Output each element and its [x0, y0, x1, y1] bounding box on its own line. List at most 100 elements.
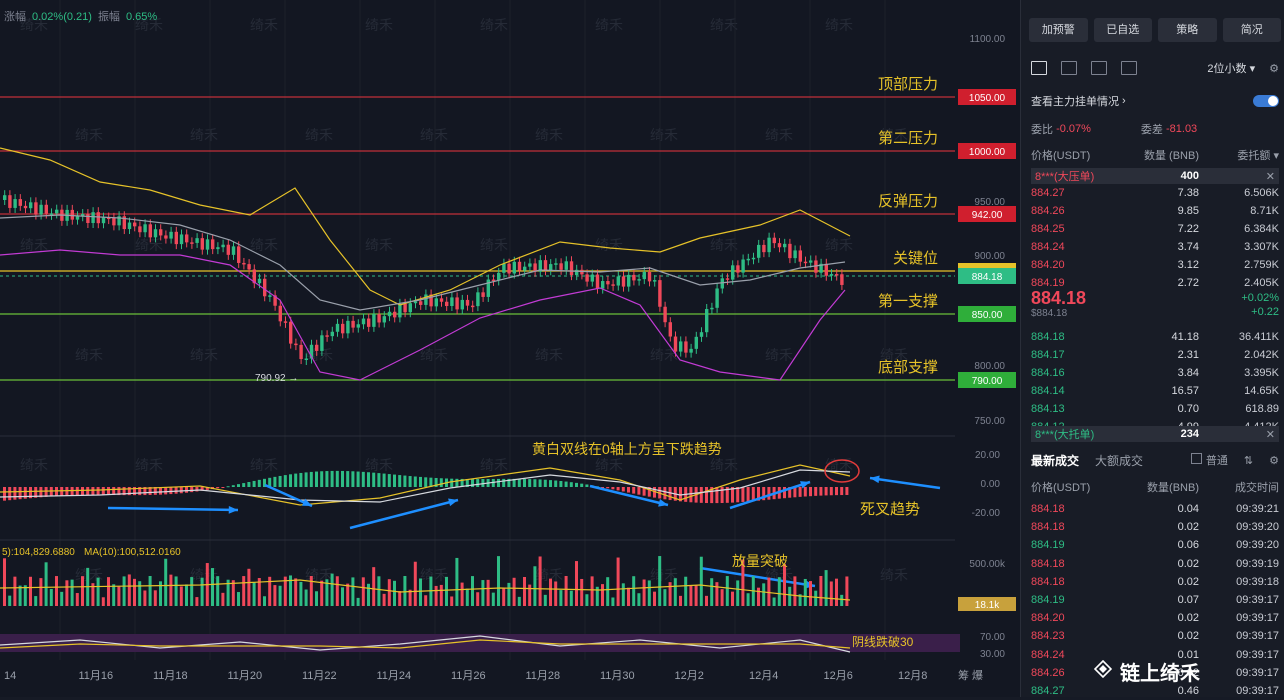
volume-bar: [507, 582, 511, 606]
trade-row[interactable]: 884.18 0.02 09:39:19: [1031, 555, 1279, 573]
normal-filter[interactable]: 普通: [1190, 452, 1228, 468]
bid-row[interactable]: 884.14 16.57 14.65K: [1031, 382, 1279, 400]
watermark-text: 绮禾: [365, 457, 393, 473]
candle: [694, 336, 698, 349]
macd-bar: [460, 478, 464, 487]
trade-row[interactable]: 884.27 0.46 09:39:17: [1031, 682, 1279, 700]
macd-bar: [762, 487, 766, 501]
x-axis-label: 11月28: [526, 670, 561, 682]
candle: [216, 247, 220, 250]
strategy-button[interactable]: 策略: [1158, 18, 1217, 42]
ask-row[interactable]: 884.19 2.72 2.405K: [1031, 274, 1279, 292]
close-icon[interactable]: ✕: [1265, 428, 1275, 441]
bid-row[interactable]: 884.16 3.84 3.395K: [1031, 364, 1279, 382]
level-price-tag: [958, 206, 1016, 222]
trade-row[interactable]: 884.20 0.02 09:39:17: [1031, 609, 1279, 627]
ask-row[interactable]: 884.20 3.12 2.759K: [1031, 256, 1279, 274]
row-price: 884.19: [1031, 539, 1065, 552]
trend-arrow: [729, 480, 811, 510]
volume-bar: [533, 566, 537, 606]
decimal-select[interactable]: 2位小数 ▾: [1207, 63, 1256, 75]
candle: [91, 212, 95, 224]
trade-row[interactable]: 884.19 0.07 09:39:17: [1031, 591, 1279, 609]
volume-bar: [663, 589, 667, 606]
watermark-text: 绮禾: [20, 457, 48, 473]
trade-row[interactable]: 884.24 0.01 09:39:17: [1031, 646, 1279, 664]
book-asks-icon[interactable]: [1091, 61, 1107, 75]
y-axis-label: 900.00: [974, 251, 1005, 262]
trade-row[interactable]: 884.18 0.02 09:39:20: [1031, 518, 1279, 536]
settings-icon[interactable]: ⚙: [1269, 454, 1279, 467]
bid-row[interactable]: 884.13 0.70 618.89: [1031, 400, 1279, 418]
ask-row[interactable]: 884.26 9.85 8.71K: [1031, 202, 1279, 220]
favorite-button[interactable]: 已自选: [1093, 18, 1152, 42]
candle: [75, 216, 80, 220]
volume-bar: [590, 576, 594, 606]
watermark-text: 绮禾: [20, 17, 48, 33]
candle: [325, 335, 329, 337]
volume-note: 放量突破: [732, 553, 788, 569]
bid-row[interactable]: 884.18 41.18 36.411K: [1031, 328, 1279, 346]
trade-row[interactable]: 884.19 0.06 09:39:20: [1031, 536, 1279, 554]
trade-row[interactable]: 884.18 0.04 09:39:21: [1031, 500, 1279, 518]
book-expand-icon[interactable]: [1121, 61, 1137, 75]
filter-icon[interactable]: ⇅: [1243, 454, 1254, 467]
ask-row[interactable]: 884.27 7.38 6.506K: [1031, 184, 1279, 202]
candle: [403, 303, 407, 313]
volume-bar: [731, 591, 734, 606]
volume-bar: [523, 576, 526, 606]
ask-row[interactable]: 884.25 7.22 6.384K: [1031, 220, 1279, 238]
macd-bar: [164, 487, 168, 495]
ask-row[interactable]: 884.24 3.74 3.307K: [1031, 238, 1279, 256]
watermark-text: 绮禾: [650, 347, 678, 363]
x-axis-label: 筹 爆: [958, 668, 983, 682]
book-both-icon[interactable]: [1031, 61, 1047, 75]
candle: [653, 280, 657, 282]
kdj-k: [0, 635, 851, 653]
row-price: 884.26: [1031, 666, 1065, 679]
close-icon[interactable]: ✕: [1265, 170, 1275, 183]
book-bids-icon[interactable]: [1061, 61, 1077, 75]
volume-bar: [273, 585, 277, 606]
trade-row[interactable]: 884.18 0.02 09:39:18: [1031, 573, 1279, 591]
volume-bar: [231, 580, 235, 606]
macd-bar: [803, 487, 807, 497]
volume-bar: [18, 585, 22, 606]
volume-bar: [679, 595, 682, 606]
overview-button[interactable]: 简况: [1222, 18, 1281, 42]
settings-icon[interactable]: ⚙: [1269, 62, 1279, 75]
volume-bar: [606, 577, 610, 606]
macd-bar: [710, 487, 714, 504]
big-ask-bar[interactable]: 8***(大压单) 400 ✕: [1031, 168, 1279, 184]
trade-row[interactable]: 884.26 0.02 09:39:17: [1031, 664, 1279, 682]
bid-row[interactable]: 884.17 2.31 2.042K: [1031, 346, 1279, 364]
candle: [377, 314, 381, 323]
level-price: 850.00: [972, 310, 1003, 321]
candle: [159, 229, 163, 236]
macd-bar: [725, 487, 729, 503]
row-value: 09:39:17: [1236, 594, 1279, 606]
watermark-text: 绮禾: [480, 237, 508, 253]
kline-chart[interactable]: 绮禾 绮禾 绮禾 绮禾 绮禾 绮禾 绮禾 绮禾 绮禾 绮禾 绮禾 绮禾 绮禾 绮禾 绮禾 绮禾 绮禾 绮禾 绮禾 绮禾…: [0, 0, 1020, 697]
tab-latest-trades[interactable]: 最新成交: [1031, 453, 1080, 468]
candle: [273, 295, 277, 306]
volume-bar: [710, 578, 714, 606]
big-bid-bar[interactable]: 8***(大托单) 234 ✕: [1031, 426, 1279, 442]
depth-toggle[interactable]: [1253, 95, 1279, 107]
volume-tag: [958, 597, 1016, 611]
volume-bar: [143, 590, 147, 606]
macd-bar: [179, 487, 183, 494]
macd-bar: [273, 476, 277, 487]
x-axis-label: 12月4: [749, 670, 778, 682]
volume-bar: [372, 567, 376, 606]
row-value: 6.384K: [1244, 223, 1279, 235]
macd-bar: [44, 487, 48, 497]
alert-button[interactable]: 加预警: [1029, 18, 1088, 42]
macd-bar: [335, 470, 339, 487]
volume-bar: [777, 577, 781, 606]
tab-large-trades[interactable]: 大额成交: [1095, 453, 1144, 468]
row-qty: 7.38: [1177, 187, 1199, 199]
volume-bar: [299, 581, 303, 606]
trade-row[interactable]: 884.23 0.02 09:39:17: [1031, 627, 1279, 645]
volume-bar: [304, 589, 308, 606]
